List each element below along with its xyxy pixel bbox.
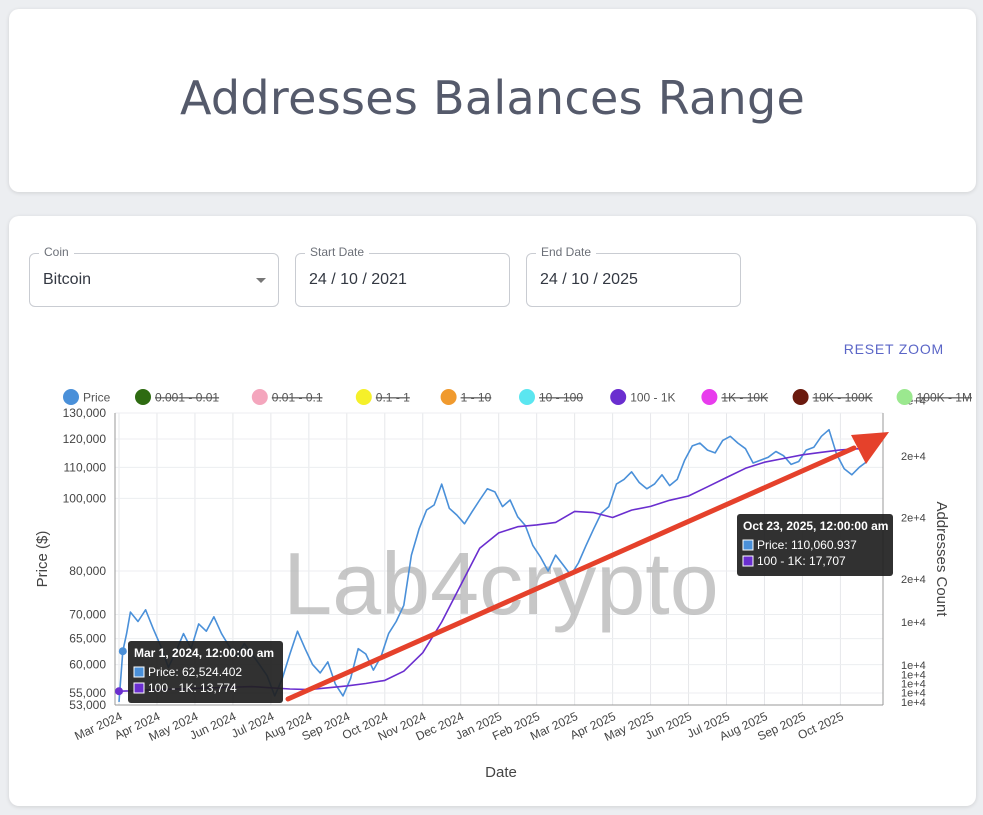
tooltip-left: Mar 1, 2024, 12:00:00 am Price: 62,524.40… [128,641,283,703]
y-left-axis-title: Price ($) [34,531,51,588]
y-right-tick-label: 1e+4 [901,697,926,709]
legend-swatch [355,389,372,405]
coin-value: Bitcoin [43,271,92,288]
y-right-tick-label: 1e+4 [901,678,926,690]
legend-label: Price [83,391,111,405]
y-right-tick-label: 2e+4 [901,451,926,463]
trend-arrow-head [851,432,889,464]
legend-swatch [896,389,913,405]
tooltip-line: Price: 62,524.402 [148,665,242,679]
price-hover-point [118,647,127,656]
y-right-tick-label: 1e+4 [901,688,926,700]
tooltip-line: 100 - 1K: 17,707 [757,554,846,568]
legend-swatch [251,389,268,405]
legend-swatch [792,389,809,405]
y-left-tick-label: 120,000 [63,432,107,446]
legend-label: 0.1 - 1 [376,391,410,405]
y-right-tick-label: 2e+4 [901,574,926,586]
legend-item[interactable]: 0.1 - 1 [355,389,410,405]
watermark: Lab4crypto [283,534,718,633]
coin-label: Coin [39,245,74,259]
tooltip-background [737,514,893,576]
y-left-tick-label: 55,000 [69,686,106,700]
legend-item[interactable]: 0.001 - 0.01 [135,389,219,405]
tooltip-line: Price: 110,060.937 [757,538,857,552]
y-left-tick-label: 60,000 [69,658,106,672]
chart-card: Coin Bitcoin Start Date 24 / 10 / 2021 E… [9,216,976,806]
legend-label: 10K - 100K [813,391,873,405]
legend-swatch [610,389,627,405]
y-right-axis-title: Addresses Count [933,501,950,617]
balances-chart[interactable]: 130,000 120,000 110,000 100,000 80,000 70,000… [9,216,976,806]
y-left-tick-label: 80,000 [69,564,106,578]
legend-swatch [63,389,79,405]
y-left-tick-label: 100,000 [63,491,107,505]
end-date-label: End Date [536,245,597,259]
legend-item[interactable]: 10K - 100K [792,389,873,405]
tooltip-right: Oct 23, 2025, 12:00:00 am Price: 110,060.… [737,514,893,576]
x-axis-title: Date [485,764,517,781]
legend-swatch [440,389,457,405]
legend-label: 0.001 - 0.01 [155,391,219,405]
start-date-label: Start Date [305,245,370,259]
legend-label: 10 - 100 [539,391,583,405]
legend-item[interactable]: 1K - 10K [701,389,768,405]
tooltip-title: Oct 23, 2025, 12:00:00 am [743,519,888,533]
reset-zoom-button[interactable]: RESET ZOOM [843,341,944,357]
y-left-tick-label: 53,000 [69,698,106,712]
legend-label: 100K - 1M [917,391,972,405]
y-right-tick-label: 2e+4 [901,513,926,525]
start-date-field[interactable]: Start Date 24 / 10 / 2021 [295,245,510,307]
addresses-hover-point [115,687,123,696]
legend-item[interactable]: 10 - 100 [519,389,583,405]
y-right-tick-label: 1e+4 [901,669,926,681]
legend-label: 0.01 - 0.1 [272,391,323,405]
legend-swatch [519,389,535,405]
legend-label: 1K - 10K [721,391,768,405]
chevron-down-icon[interactable] [256,278,266,283]
legend-item[interactable]: Price [63,389,111,405]
tooltip-line: 100 - 1K: 13,774 [148,681,237,695]
legend-label: 1 - 10 [461,391,492,405]
tooltip-background [128,641,283,703]
legend-label: 100 - 1K [630,391,675,405]
page-title: Addresses Balances Range [179,71,806,125]
title-card: Addresses Balances Range [9,9,976,192]
y-right-tick-label: 1e+4 [901,617,926,629]
legend-swatch [701,389,718,405]
y-left-tick-label: 70,000 [69,607,106,621]
legend-swatch [135,389,151,405]
end-date-field[interactable]: End Date 24 / 10 / 2025 [526,245,741,307]
end-date-value[interactable]: 24 / 10 / 2025 [540,271,638,288]
coin-select[interactable]: Coin Bitcoin [29,245,279,307]
legend-item[interactable]: 100 - 1K [610,389,676,405]
y-left-tick-label: 110,000 [64,460,107,474]
start-date-value[interactable]: 24 / 10 / 2021 [309,271,407,288]
tooltip-swatch [133,666,145,678]
y-right-tick-label: 1e+4 [901,660,926,672]
tooltip-swatch [742,555,754,567]
legend-item[interactable]: 100K - 1M [896,389,972,405]
tooltip-swatch [133,682,145,694]
tooltip-title: Mar 1, 2024, 12:00:00 am [134,646,274,660]
y-left-tick-label: 130,000 [63,406,107,420]
y-left-tick-label: 65,000 [69,632,106,646]
trend-arrow-line [285,445,857,702]
legend-item[interactable]: 1 - 10 [440,389,492,405]
tooltip-swatch [742,539,754,551]
legend-item[interactable]: 0.01 - 0.1 [251,389,323,405]
